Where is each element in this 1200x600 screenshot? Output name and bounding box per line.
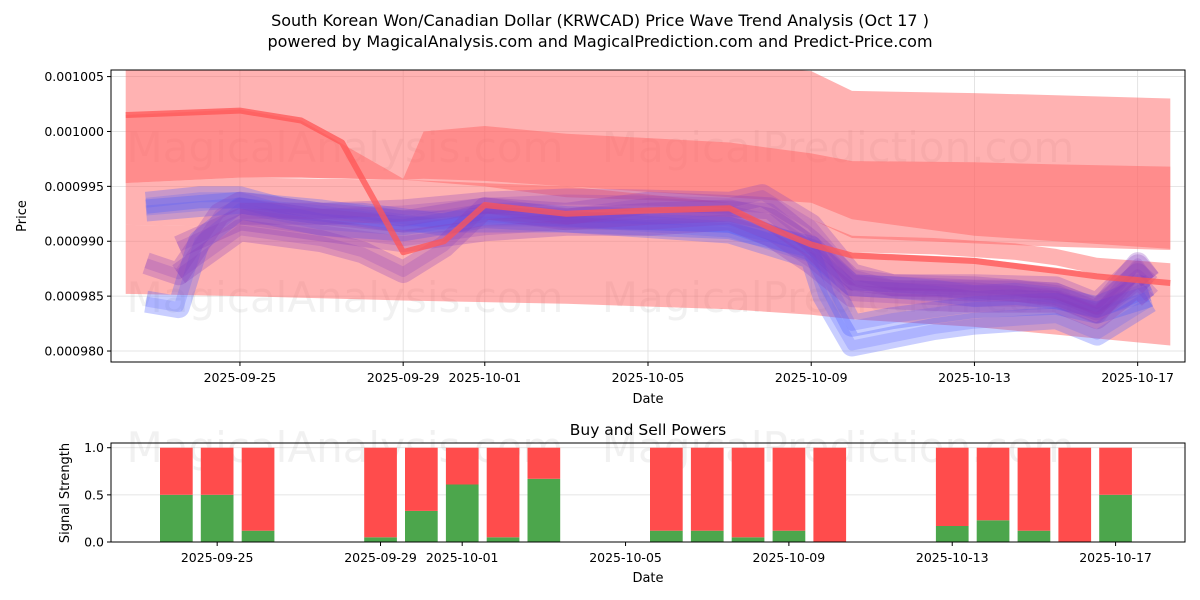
- price-x-tick-label: 2025-10-01: [448, 370, 521, 385]
- price-x-tick-label: 2025-10-09: [775, 370, 848, 385]
- wave-core-4: [176, 214, 1154, 324]
- sell-bar: [813, 447, 847, 542]
- buy-bar: [935, 526, 969, 542]
- wave-core-2: [145, 203, 1153, 351]
- sell-bar: [486, 447, 520, 538]
- sell-bar: [1058, 447, 1092, 542]
- price-x-tick-label: 2025-09-25: [204, 370, 277, 385]
- price-trend-line: [125, 107, 1171, 286]
- wave-band-2: [144, 197, 1156, 357]
- chart-title: South Korean Won/Canadian Dollar (KRWCAD…: [271, 11, 929, 30]
- buy-sell-y-ticks: 0.0 0.5 1.0: [84, 440, 111, 550]
- price-y-axis-label: Price: [15, 200, 30, 232]
- buy-sell-axes-frame: [110, 442, 1186, 543]
- sell-bar: [935, 447, 969, 526]
- buy-sell-x-tick-label: 2025-09-25: [181, 550, 254, 565]
- buy-sell-y-tick-label: 1.0: [84, 440, 104, 455]
- price-y-tick-label: 0.000980: [44, 344, 104, 359]
- buy-bar: [160, 494, 193, 542]
- buy-bar: [1099, 494, 1132, 542]
- wave-core-6: [239, 190, 1154, 309]
- price-y-tick-label: 0.000990: [44, 234, 104, 249]
- wave-band-6: [239, 184, 1159, 315]
- buy-bar: [486, 537, 520, 542]
- price-x-tick-label: 2025-09-29: [367, 370, 440, 385]
- buy-bar: [364, 537, 397, 542]
- buy-sell-plot-area: [160, 447, 1132, 542]
- wave-band-0: [144, 186, 1155, 319]
- wave-core-0: [145, 192, 1152, 313]
- buy-sell-y-tick-label: 0.5: [84, 487, 104, 502]
- sell-bar: [731, 447, 765, 538]
- price-plot-area: [125, 70, 1171, 357]
- buy-bar: [527, 478, 561, 542]
- price-y-tick-label: 0.001000: [44, 124, 104, 139]
- upper-inner-band: [125, 109, 1171, 249]
- buy-sell-x-axis-label: Date: [632, 571, 663, 586]
- price-y-tick-label: 0.000995: [44, 179, 104, 194]
- buy-bar: [690, 530, 724, 542]
- sell-bar: [160, 447, 193, 495]
- sell-bar: [527, 447, 561, 479]
- sell-bar: [405, 447, 438, 511]
- price-x-ticks: 2025-09-25 2025-09-29 2025-10-01 2025-10-05…: [204, 362, 1174, 385]
- price-x-tick-label: 2025-10-17: [1101, 370, 1174, 385]
- sell-bar: [1017, 447, 1051, 531]
- buy-bar: [976, 520, 1010, 542]
- sell-bar: [976, 447, 1010, 521]
- sell-bar: [1099, 447, 1132, 495]
- buy-sell-x-tick-label: 2025-10-13: [916, 550, 989, 565]
- price-x-axis-label: Date: [632, 392, 663, 407]
- chart-subtitle: powered by MagicalAnalysis.com and Magic…: [267, 32, 932, 51]
- sell-bar: [772, 447, 806, 531]
- price-y-tick-label: 0.001005: [44, 69, 104, 84]
- lower-support-band: [125, 224, 1171, 346]
- buy-sell-x-ticks: 2025-09-25 2025-09-29 2025-10-01 2025-10-05…: [181, 542, 1152, 565]
- buy-sell-chart: Buy and Sell Powers MagicalAnalysis.com …: [58, 421, 1186, 586]
- buy-bar: [1017, 530, 1051, 542]
- price-y-tick-label: 0.000985: [44, 289, 104, 304]
- wave-band-1: [145, 191, 1154, 337]
- price-chart: MagicalAnalysis.com MagicalPrediction.co…: [15, 69, 1186, 407]
- sell-bar: [364, 447, 397, 538]
- buy-sell-x-tick-label: 2025-09-29: [344, 550, 417, 565]
- sell-bar: [690, 447, 724, 531]
- price-x-tick-label: 2025-10-05: [612, 370, 685, 385]
- price-x-tick-label: 2025-10-13: [938, 370, 1011, 385]
- buy-sell-y-tick-label: 0.0: [84, 535, 104, 550]
- buy-sell-y-axis-label: Signal Strength: [58, 443, 73, 543]
- sell-bar: [445, 447, 479, 485]
- wave-core-1: [145, 197, 1152, 331]
- buy-sell-x-tick-label: 2025-10-09: [753, 550, 826, 565]
- price-y-ticks: 0.001005 0.001000 0.000995 0.000990 0.000985…: [44, 69, 111, 359]
- wide-support-band: [125, 177, 1171, 283]
- buy-sell-x-tick-label: 2025-10-17: [1079, 550, 1152, 565]
- wave-band-4: [174, 208, 1158, 330]
- sell-bar: [200, 447, 234, 495]
- buy-sell-title: Buy and Sell Powers: [570, 421, 727, 439]
- buy-sell-x-tick-label: 2025-10-01: [426, 550, 499, 565]
- buy-bar: [200, 494, 234, 542]
- sell-bar: [650, 447, 683, 531]
- buy-bar: [650, 530, 683, 542]
- buy-sell-x-tick-label: 2025-10-05: [589, 550, 662, 565]
- buy-bar: [405, 510, 438, 542]
- buy-bar: [731, 537, 765, 542]
- buy-bar: [772, 530, 806, 542]
- buy-bar: [241, 530, 275, 542]
- sell-bar: [241, 447, 275, 531]
- buy-bar: [445, 484, 479, 542]
